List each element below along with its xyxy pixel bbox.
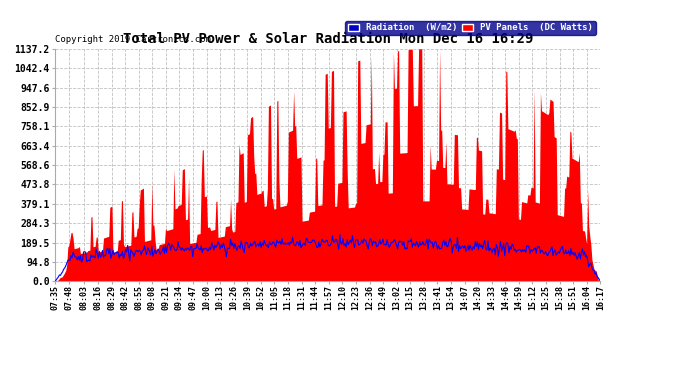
Legend: Radiation  (W/m2), PV Panels  (DC Watts): Radiation (W/m2), PV Panels (DC Watts) — [346, 21, 595, 35]
Text: Copyright 2019 Cartronics.com: Copyright 2019 Cartronics.com — [55, 35, 211, 44]
Title: Total PV Power & Solar Radiation Mon Dec 16 16:29: Total PV Power & Solar Radiation Mon Dec… — [123, 32, 533, 46]
